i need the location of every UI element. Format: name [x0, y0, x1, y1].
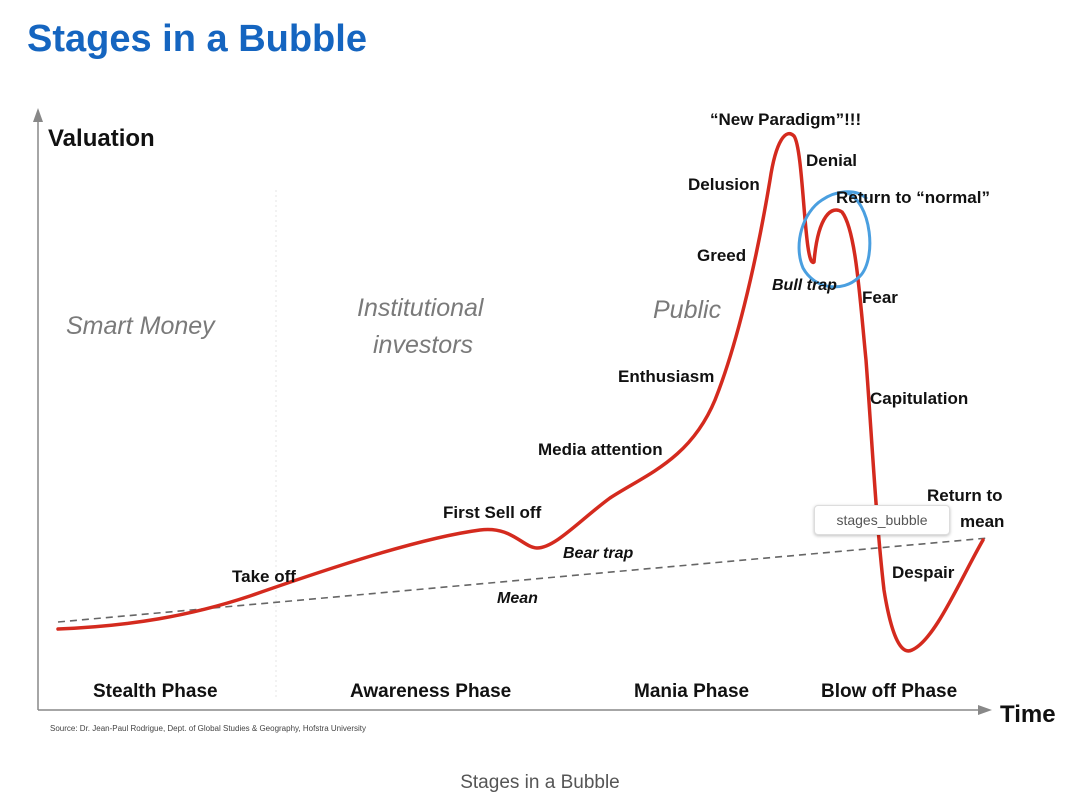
group-public: Public: [653, 296, 722, 324]
stage-return-normal: Return to “normal”: [836, 188, 990, 207]
x-axis-label: Time: [1000, 701, 1056, 728]
y-axis-arrow-icon: [33, 108, 43, 122]
group-investors: investors: [373, 331, 473, 359]
stage-take-off: Take off: [232, 567, 296, 586]
stage-capitulation: Capitulation: [870, 389, 968, 408]
phase-mania: Mania Phase: [634, 681, 749, 702]
group-institutional: Institutional: [357, 294, 485, 322]
phase-blow-off: Blow off Phase: [821, 681, 957, 702]
page-title: Stages in a Bubble: [27, 18, 367, 60]
filename-tooltip: stages_bubble: [814, 505, 950, 535]
bubble-curve: [56, 131, 985, 653]
stage-first-sell-off: First Sell off: [443, 503, 542, 522]
stage-mean-word: mean: [960, 512, 1004, 531]
stage-despair: Despair: [892, 563, 955, 582]
x-axis-arrow-icon: [978, 705, 992, 715]
stage-media-attention: Media attention: [538, 440, 663, 459]
mean-label: Mean: [497, 590, 538, 607]
phase-awareness: Awareness Phase: [350, 681, 511, 702]
stage-return-to: Return to: [927, 486, 1003, 505]
stage-greed: Greed: [697, 246, 746, 265]
y-axis-label: Valuation: [48, 125, 155, 152]
stage-bear-trap: Bear trap: [563, 545, 633, 562]
stage-enthusiasm: Enthusiasm: [618, 367, 714, 386]
stage-denial: Denial: [806, 151, 857, 170]
image-caption: Stages in a Bubble: [460, 772, 620, 793]
stage-bull-trap: Bull trap: [772, 277, 837, 294]
highlight-circle: [797, 190, 872, 289]
source-note: Source: Dr. Jean-Paul Rodrigue, Dept. of…: [50, 724, 366, 733]
stage-delusion: Delusion: [688, 175, 760, 194]
phase-stealth: Stealth Phase: [93, 681, 218, 702]
stage-new-paradigm: “New Paradigm”!!!: [710, 110, 861, 129]
group-smart-money: Smart Money: [66, 312, 216, 340]
stage-fear: Fear: [862, 288, 898, 307]
